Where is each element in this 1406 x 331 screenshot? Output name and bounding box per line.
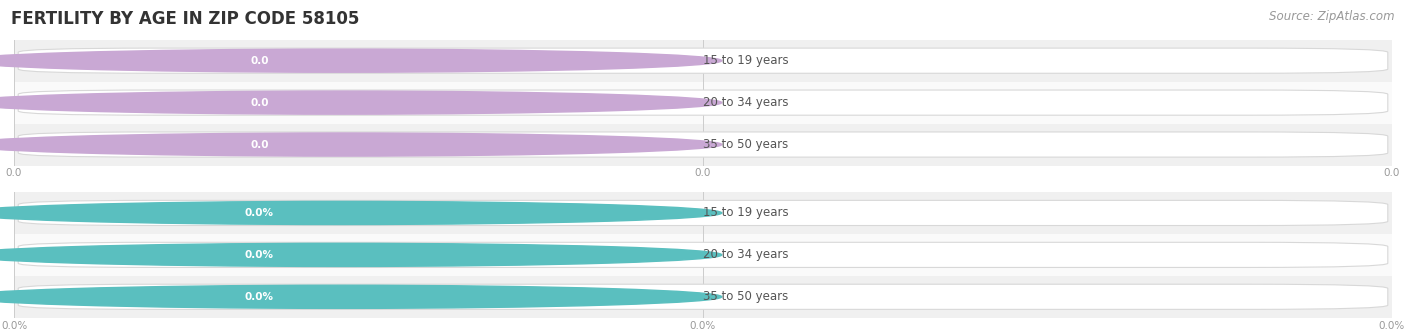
Circle shape — [0, 91, 721, 114]
Text: 0.0%: 0.0% — [245, 208, 274, 218]
Text: 0.0: 0.0 — [250, 140, 269, 150]
Text: 20 to 34 years: 20 to 34 years — [703, 96, 789, 109]
FancyBboxPatch shape — [183, 94, 336, 112]
Text: 0.0: 0.0 — [250, 56, 269, 66]
FancyBboxPatch shape — [18, 200, 1388, 225]
Bar — [14, 234, 1392, 276]
Text: 0.0: 0.0 — [250, 98, 269, 108]
FancyBboxPatch shape — [183, 135, 336, 154]
Bar — [14, 123, 1392, 166]
Text: 35 to 50 years: 35 to 50 years — [703, 138, 787, 151]
FancyBboxPatch shape — [18, 284, 1388, 309]
Text: 35 to 50 years: 35 to 50 years — [703, 290, 787, 303]
FancyBboxPatch shape — [183, 204, 336, 222]
Text: 0.0%: 0.0% — [245, 292, 274, 302]
Bar — [14, 82, 1392, 123]
FancyBboxPatch shape — [18, 90, 1388, 115]
Bar — [14, 276, 1392, 318]
Bar — [14, 40, 1392, 82]
FancyBboxPatch shape — [183, 288, 336, 306]
Circle shape — [0, 243, 721, 266]
Circle shape — [0, 49, 721, 72]
Text: 0.0%: 0.0% — [245, 250, 274, 260]
FancyBboxPatch shape — [18, 132, 1388, 157]
Text: 20 to 34 years: 20 to 34 years — [703, 248, 789, 261]
FancyBboxPatch shape — [18, 48, 1388, 73]
Bar — [14, 192, 1392, 234]
Circle shape — [0, 285, 721, 308]
Text: 15 to 19 years: 15 to 19 years — [703, 54, 789, 67]
Text: FERTILITY BY AGE IN ZIP CODE 58105: FERTILITY BY AGE IN ZIP CODE 58105 — [11, 10, 360, 28]
Text: 15 to 19 years: 15 to 19 years — [703, 207, 789, 219]
Circle shape — [0, 201, 721, 224]
Circle shape — [0, 133, 721, 156]
FancyBboxPatch shape — [183, 246, 336, 264]
FancyBboxPatch shape — [183, 52, 336, 70]
Text: Source: ZipAtlas.com: Source: ZipAtlas.com — [1270, 10, 1395, 23]
FancyBboxPatch shape — [18, 242, 1388, 267]
